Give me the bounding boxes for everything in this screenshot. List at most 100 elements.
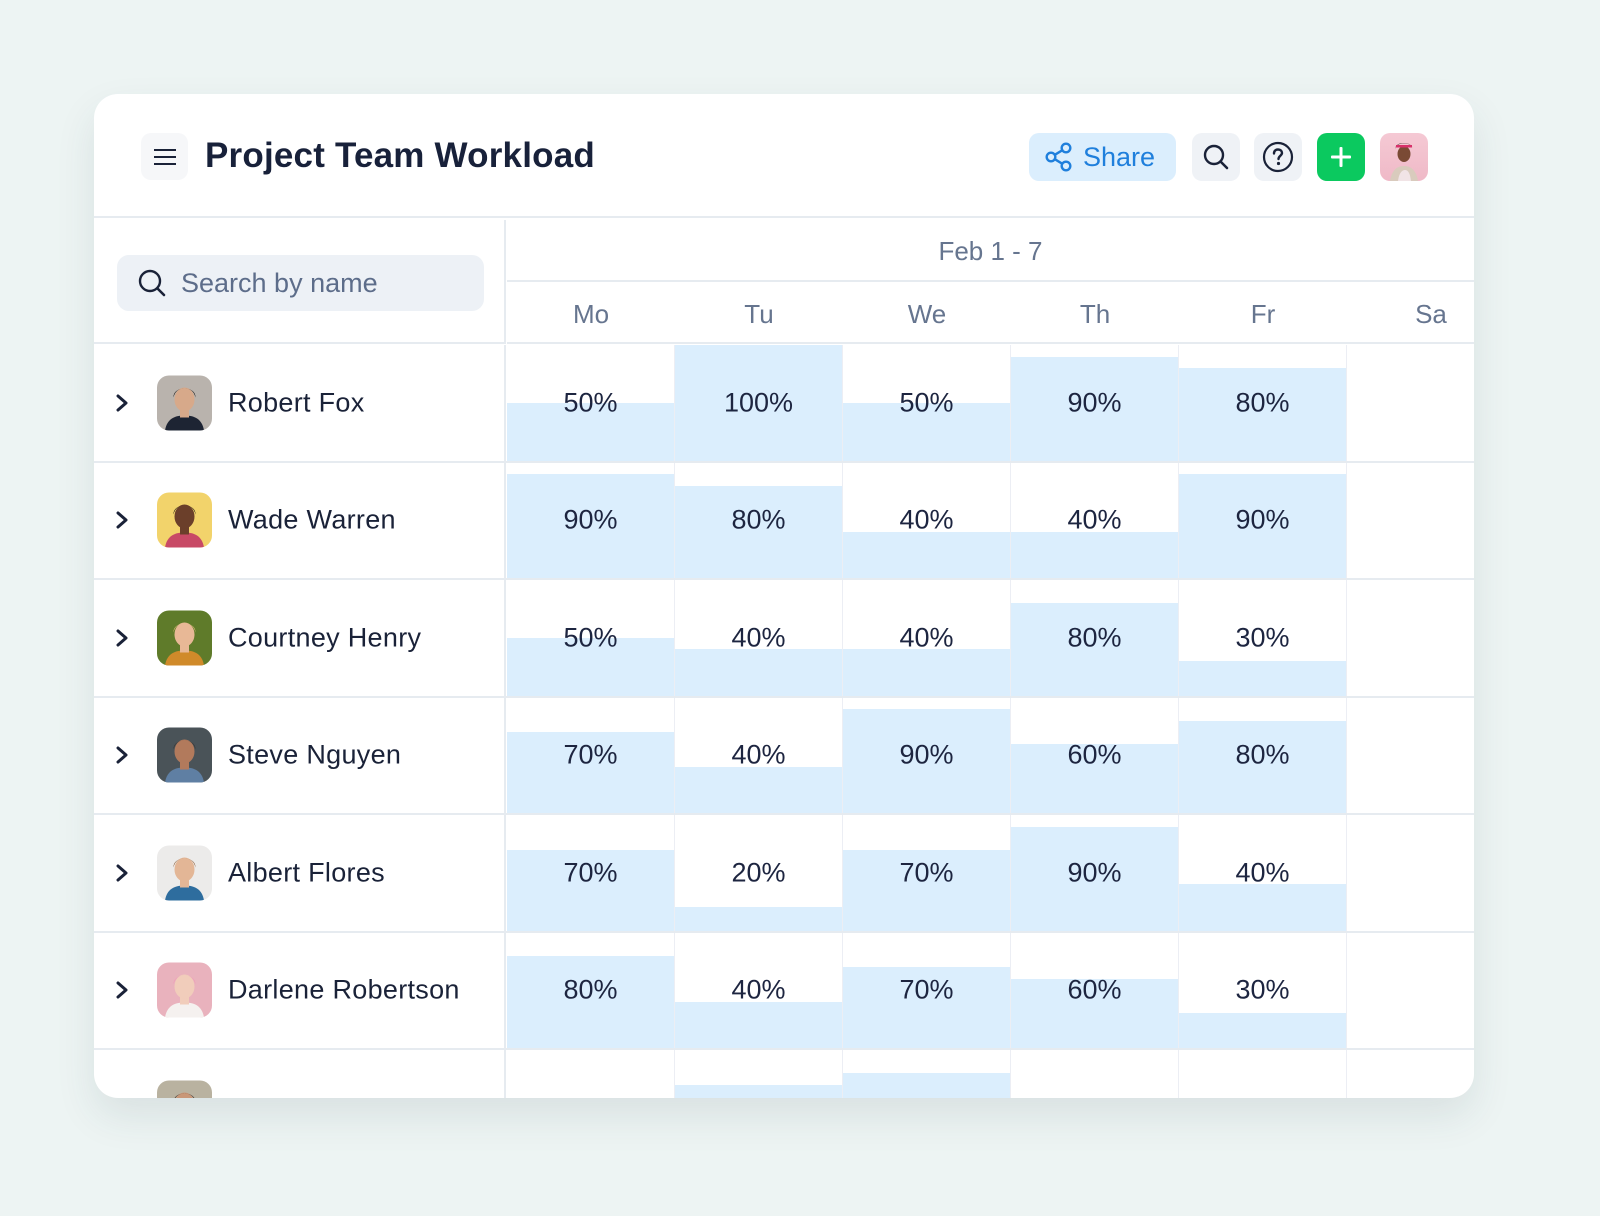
person-name[interactable]: Courtney Henry bbox=[228, 622, 422, 653]
plus-icon bbox=[1331, 147, 1351, 167]
add-button[interactable] bbox=[1317, 133, 1365, 181]
share-button[interactable]: Share bbox=[1029, 133, 1176, 181]
workload-cell[interactable]: 30% bbox=[1179, 580, 1347, 696]
workload-cell[interactable]: 90% bbox=[1011, 345, 1179, 461]
day-header-tu: Tu bbox=[744, 299, 774, 329]
workload-bar bbox=[843, 967, 1010, 1048]
workload-cell[interactable]: 40% bbox=[843, 462, 1011, 578]
workload-cell[interactable]: 40% bbox=[675, 697, 843, 813]
workload-percent: 40% bbox=[731, 974, 786, 1005]
workload-percent: 60% bbox=[1067, 974, 1122, 1005]
workload-bar bbox=[675, 485, 842, 578]
person-photo-icon bbox=[165, 504, 204, 548]
workload-percent: 40% bbox=[899, 622, 954, 653]
workload-bar bbox=[507, 474, 674, 578]
workload-cell[interactable] bbox=[1179, 1050, 1347, 1098]
workload-cell[interactable]: 80% bbox=[675, 462, 843, 578]
table-row: Wade Warren 90% 80% 40% 40% 90% bbox=[94, 462, 1474, 580]
chevron-right-icon[interactable] bbox=[114, 863, 130, 883]
workload-cell[interactable]: 40% bbox=[1011, 462, 1179, 578]
workload-bar bbox=[843, 531, 1010, 578]
person-photo-icon bbox=[165, 622, 204, 666]
workload-cell[interactable]: 40% bbox=[675, 580, 843, 696]
help-button[interactable] bbox=[1254, 133, 1302, 181]
workload-cell[interactable]: 70% bbox=[843, 932, 1011, 1048]
workload-cell[interactable]: 70% bbox=[507, 815, 675, 931]
workload-cell[interactable] bbox=[1011, 1050, 1179, 1098]
workload-percent: 40% bbox=[731, 622, 786, 653]
workload-cell[interactable]: 60% bbox=[1011, 932, 1179, 1048]
workload-percent: 70% bbox=[563, 739, 618, 770]
workload-cell[interactable]: 70% bbox=[507, 697, 675, 813]
workload-percent: 80% bbox=[1235, 387, 1290, 418]
person-name[interactable]: Darlene Robertson bbox=[228, 974, 460, 1005]
workload-cell[interactable]: 100% bbox=[675, 345, 843, 461]
workload-cell[interactable]: 30% bbox=[1179, 932, 1347, 1048]
workload-cell[interactable] bbox=[1347, 345, 1474, 461]
workload-cell[interactable]: 50% bbox=[507, 580, 675, 696]
search-input[interactable] bbox=[181, 267, 471, 299]
workload-bar bbox=[1179, 660, 1346, 696]
workload-cell[interactable]: 80% bbox=[1011, 580, 1179, 696]
chevron-right-icon[interactable] bbox=[114, 510, 130, 530]
person-cell: Steve Nguyen bbox=[94, 697, 506, 813]
workload-cell[interactable]: 50% bbox=[843, 345, 1011, 461]
workload-cell[interactable]: 80% bbox=[507, 932, 675, 1048]
current-user-avatar[interactable] bbox=[1380, 133, 1428, 181]
workload-cell[interactable] bbox=[1347, 463, 1474, 579]
person-name[interactable]: Steve Nguyen bbox=[228, 739, 402, 770]
person-name[interactable]: Robert Fox bbox=[228, 387, 365, 418]
chevron-right-icon[interactable] bbox=[114, 628, 130, 648]
workload-cell[interactable]: 90% bbox=[843, 697, 1011, 813]
person-photo-icon bbox=[165, 387, 204, 431]
workload-cell[interactable]: 20% bbox=[675, 815, 843, 931]
workload-cell[interactable] bbox=[1347, 815, 1474, 931]
table-row: Steve Nguyen 70% 40% 90% 60% 80% bbox=[94, 697, 1474, 815]
chevron-right-icon[interactable] bbox=[114, 980, 130, 1000]
user-photo-icon bbox=[1390, 143, 1418, 181]
workload-cell[interactable] bbox=[675, 1050, 843, 1098]
workload-cell[interactable] bbox=[1347, 698, 1474, 814]
menu-button[interactable] bbox=[141, 133, 188, 180]
help-circle-icon bbox=[1262, 141, 1294, 173]
workload-cell[interactable]: 40% bbox=[1179, 815, 1347, 931]
chevron-right-icon[interactable] bbox=[114, 745, 130, 765]
workload-cell[interactable]: 90% bbox=[507, 462, 675, 578]
person-name[interactable]: Wade Warren bbox=[228, 504, 396, 535]
table-row: Robert Fox 50% 100% 50% 90% 80% bbox=[94, 345, 1474, 463]
workload-bar bbox=[1179, 720, 1346, 813]
workload-cell[interactable]: 90% bbox=[1011, 815, 1179, 931]
workload-cell[interactable] bbox=[1347, 933, 1474, 1049]
workload-percent: 80% bbox=[731, 504, 786, 535]
workload-percent: 90% bbox=[1067, 387, 1122, 418]
workload-cell[interactable] bbox=[1347, 580, 1474, 696]
workload-cell[interactable]: 90% bbox=[1179, 462, 1347, 578]
workload-cell[interactable]: 70% bbox=[843, 815, 1011, 931]
search-field[interactable] bbox=[117, 255, 484, 311]
workload-percent: 80% bbox=[563, 974, 618, 1005]
person-photo-icon bbox=[174, 1092, 195, 1098]
chevron-right-icon[interactable] bbox=[114, 393, 130, 413]
workload-cell[interactable]: 40% bbox=[675, 932, 843, 1048]
workload-cell[interactable] bbox=[507, 1050, 675, 1098]
workload-bar bbox=[843, 402, 1010, 461]
workload-bar bbox=[507, 732, 674, 813]
workload-cell[interactable]: 80% bbox=[1179, 697, 1347, 813]
person-name[interactable]: Albert Flores bbox=[228, 857, 385, 888]
workload-cell[interactable]: 50% bbox=[507, 345, 675, 461]
workload-bar bbox=[843, 1073, 1010, 1098]
workload-cell[interactable]: 60% bbox=[1011, 697, 1179, 813]
workload-cell[interactable] bbox=[843, 1050, 1011, 1098]
share-icon bbox=[1045, 142, 1072, 172]
workload-cell[interactable] bbox=[1347, 1050, 1474, 1098]
workload-cell[interactable]: 80% bbox=[1179, 345, 1347, 461]
avatar bbox=[157, 962, 212, 1018]
search-button[interactable] bbox=[1192, 133, 1240, 181]
workload-bar bbox=[507, 637, 674, 696]
workload-cell[interactable]: 40% bbox=[843, 580, 1011, 696]
share-label: Share bbox=[1083, 141, 1156, 172]
avatar bbox=[157, 727, 212, 783]
workload-percent: 40% bbox=[1235, 857, 1290, 888]
workload-percent: 40% bbox=[1067, 504, 1122, 535]
workload-bar bbox=[1179, 474, 1346, 578]
